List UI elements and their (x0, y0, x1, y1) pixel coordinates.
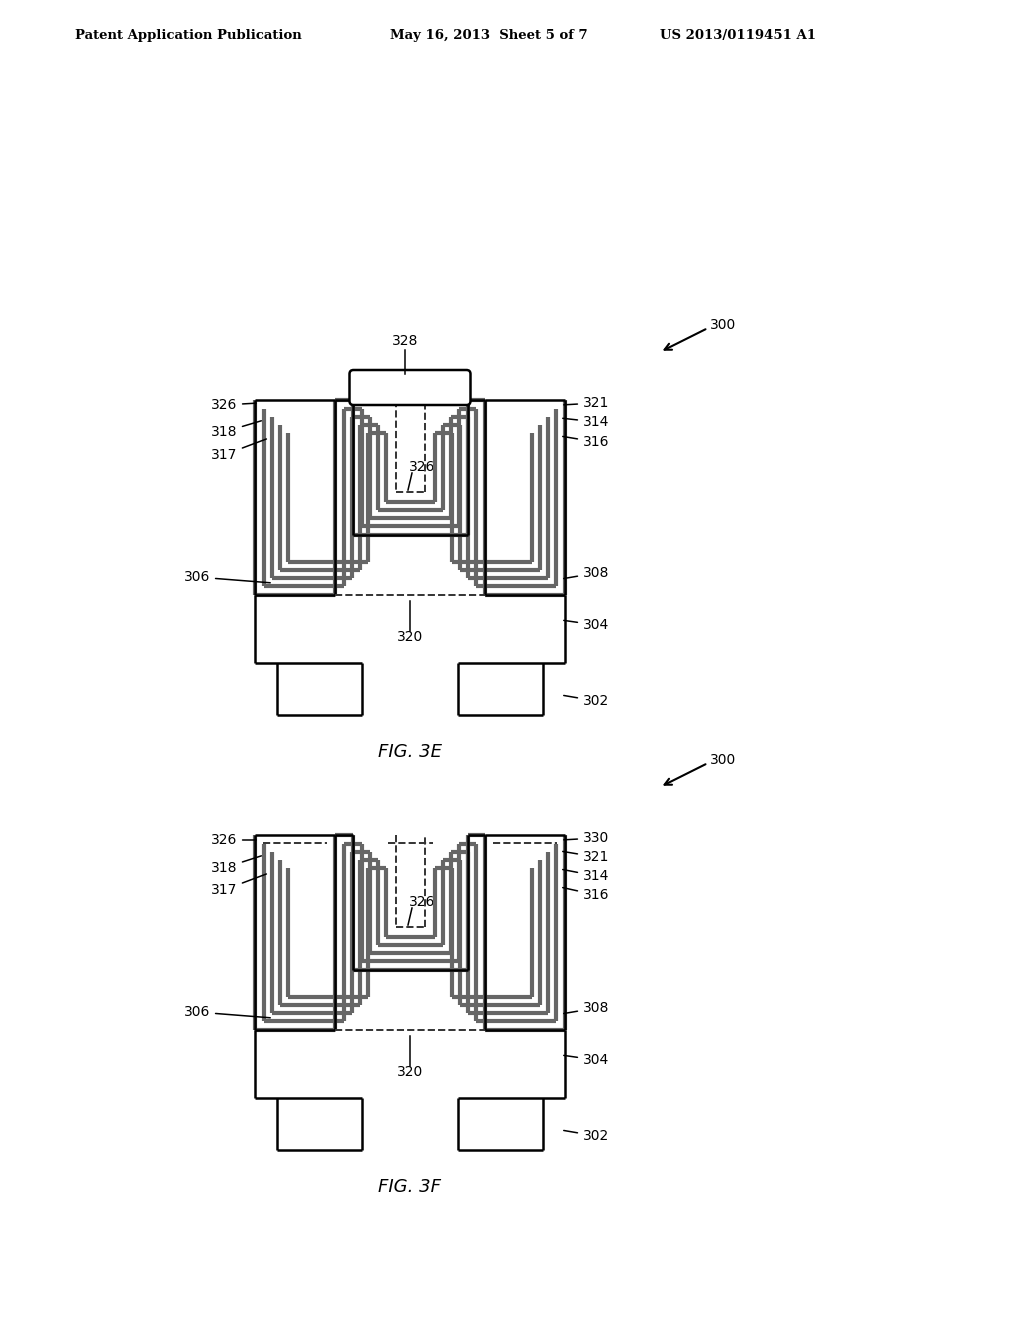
Bar (352, 374, 468, 400)
Text: 302: 302 (564, 694, 609, 708)
Text: 320: 320 (397, 1065, 423, 1078)
Text: 326: 326 (409, 459, 435, 474)
Text: 316: 316 (563, 436, 609, 449)
Text: 321: 321 (564, 396, 609, 411)
Text: 302: 302 (564, 1129, 609, 1143)
Text: 300: 300 (710, 318, 736, 333)
FancyBboxPatch shape (349, 370, 470, 405)
Bar (278, 1098, 362, 1150)
Text: 330: 330 (564, 832, 609, 845)
Text: 314: 314 (563, 869, 609, 883)
Bar (352, 805, 468, 970)
Text: Patent Application Publication: Patent Application Publication (75, 29, 302, 41)
Bar (255, 400, 565, 715)
Text: US 2013/0119451 A1: US 2013/0119451 A1 (660, 29, 816, 41)
Text: 326: 326 (211, 833, 256, 847)
Text: 326: 326 (409, 895, 435, 909)
Text: 306: 306 (183, 1005, 270, 1019)
Text: May 16, 2013  Sheet 5 of 7: May 16, 2013 Sheet 5 of 7 (390, 29, 588, 41)
Text: 308: 308 (564, 566, 609, 579)
Text: 318: 318 (211, 421, 261, 440)
Text: 318: 318 (211, 855, 261, 875)
Text: 304: 304 (564, 618, 609, 632)
Bar (255, 836, 565, 1150)
Text: 317: 317 (211, 440, 266, 462)
Bar (352, 370, 468, 535)
Bar (278, 663, 362, 715)
Text: 300: 300 (710, 752, 736, 767)
Text: FIG. 3E: FIG. 3E (378, 743, 442, 762)
Text: 316: 316 (563, 887, 609, 902)
Text: 304: 304 (564, 1053, 609, 1067)
Bar (458, 663, 543, 715)
Text: 306: 306 (183, 570, 270, 583)
Text: 326: 326 (211, 399, 256, 412)
Text: 320: 320 (397, 630, 423, 644)
Text: FIG. 3F: FIG. 3F (379, 1177, 441, 1196)
Text: 317: 317 (211, 874, 266, 898)
Text: 328: 328 (392, 334, 418, 348)
Text: 308: 308 (564, 1001, 609, 1015)
Text: 314: 314 (563, 414, 609, 429)
Text: 321: 321 (563, 850, 609, 865)
Bar (458, 1098, 543, 1150)
